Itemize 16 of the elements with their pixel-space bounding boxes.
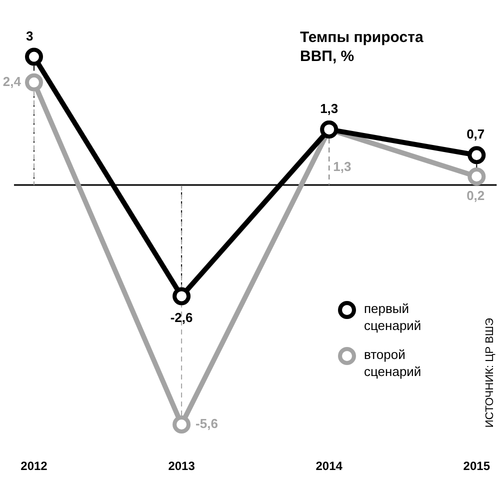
chart-title: Темпы прироста ВВП, % xyxy=(300,28,424,66)
x-tick-label: 2015 xyxy=(463,459,490,474)
annotation: ИСТОЧНИК: ЦР ВШЭ xyxy=(484,318,496,428)
data-label: 0,2 xyxy=(466,188,485,204)
legend-label: первый сценарий xyxy=(364,300,422,334)
data-label: 3 xyxy=(26,28,34,44)
data-label: 1,3 xyxy=(333,159,352,174)
data-label: 1,3 xyxy=(320,101,338,116)
data-label: 0,7 xyxy=(466,126,485,142)
data-label: -5,6 xyxy=(196,416,218,432)
x-tick-label: 2013 xyxy=(168,459,196,474)
x-tick-label: 2012 xyxy=(20,459,48,474)
data-label: -2,6 xyxy=(170,310,193,325)
x-tick-label: 2014 xyxy=(316,459,343,474)
data-label: 2,4 xyxy=(2,74,22,89)
legend-label: второй сценарий xyxy=(364,346,422,380)
